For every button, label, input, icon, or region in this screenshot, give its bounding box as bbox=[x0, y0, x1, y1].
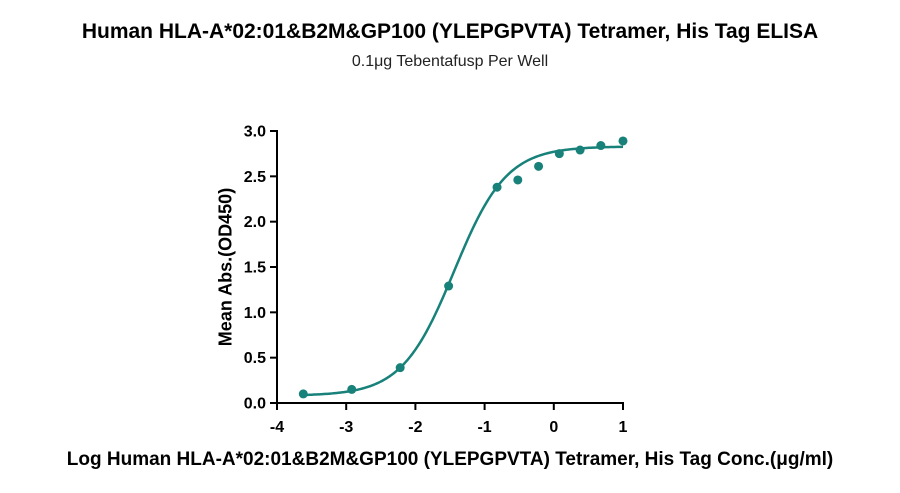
data-point bbox=[492, 182, 502, 192]
data-point bbox=[513, 175, 523, 185]
data-point bbox=[534, 161, 544, 171]
y-tick-label: 0.5 bbox=[244, 350, 266, 367]
fit-curve bbox=[303, 145, 624, 397]
y-tick-label: 1.5 bbox=[244, 260, 266, 277]
y-tick-label: 1.0 bbox=[244, 305, 266, 322]
data-point bbox=[618, 136, 628, 146]
data-point bbox=[575, 145, 585, 155]
chart-title: Human HLA-A*02:01&B2M&GP100 (YLEPGPVTA) … bbox=[81, 20, 819, 43]
x-tick-label: 0 bbox=[549, 419, 558, 436]
y-tick-label: 2.5 bbox=[244, 169, 266, 186]
y-tick-label: 2.0 bbox=[244, 214, 266, 231]
data-point bbox=[554, 149, 564, 159]
x-tick-label: 1 bbox=[619, 419, 628, 436]
data-point bbox=[395, 363, 405, 373]
x-tick-label: -2 bbox=[408, 419, 422, 436]
data-point bbox=[596, 141, 606, 151]
x-tick-label: -1 bbox=[477, 419, 491, 436]
y-tick-label: 3.0 bbox=[244, 124, 266, 141]
data-point bbox=[347, 384, 357, 394]
axes: 0.0 0.5 1.0 1.5 2.0 2.5 3.0 -4 -3 -2 -1 0 1 bbox=[244, 124, 628, 437]
y-tick-label: 0.0 bbox=[244, 396, 266, 413]
fit-curve-layer bbox=[303, 145, 624, 397]
x-tick-label: -4 bbox=[270, 419, 284, 436]
data-points-layer bbox=[298, 136, 628, 399]
data-point bbox=[444, 281, 454, 291]
x-axis-label: Log Human HLA-A*02:01&B2M&GP100 (YLEPGPV… bbox=[66, 449, 834, 470]
x-tick-label: -3 bbox=[339, 419, 353, 436]
chart-subtitle: 0.1μg Tebentafusp Per Well bbox=[351, 53, 549, 70]
data-point bbox=[298, 389, 308, 399]
